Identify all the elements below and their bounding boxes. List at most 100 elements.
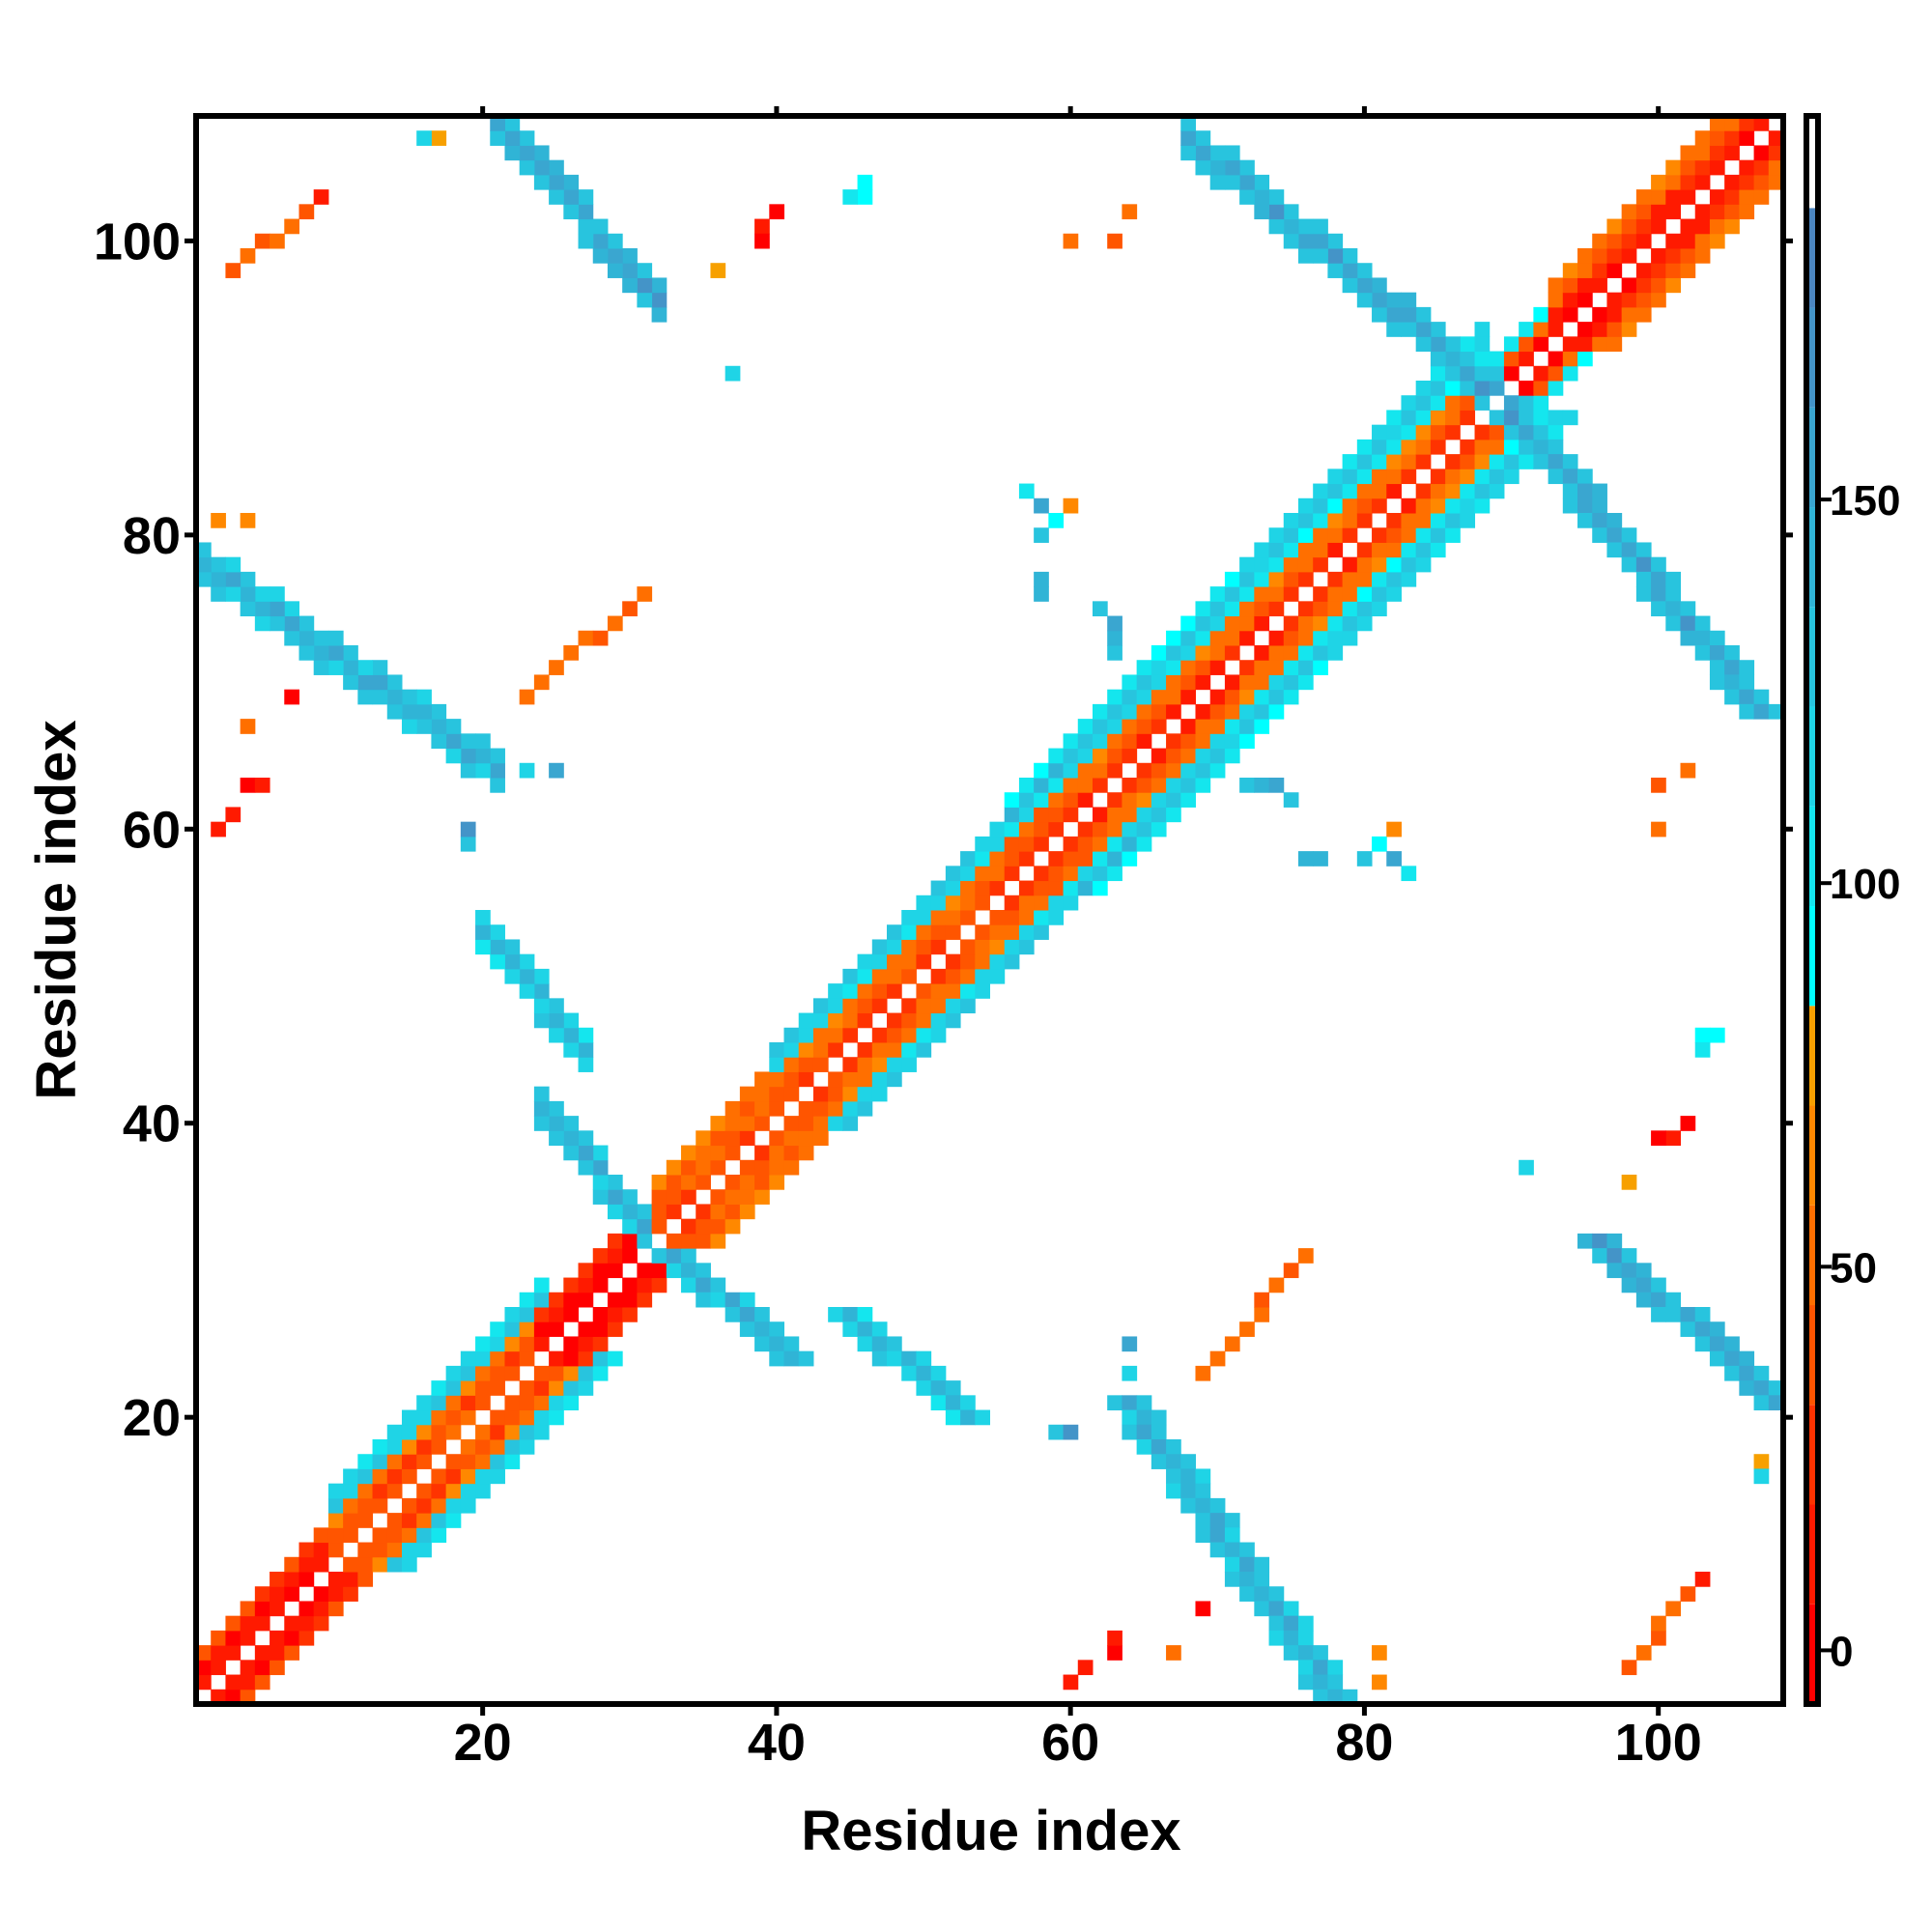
- heatmap-cell: [1195, 615, 1211, 632]
- heatmap-cell: [989, 968, 1006, 984]
- heatmap-cell: [651, 1175, 668, 1190]
- heatmap-cell: [416, 1439, 432, 1455]
- heatmap-cell: [1077, 880, 1094, 896]
- heatmap-cell: [1063, 733, 1079, 750]
- heatmap-cell: [607, 248, 623, 264]
- heatmap-cell: [1592, 513, 1607, 528]
- heatmap-cell: [578, 1159, 594, 1176]
- heatmap-cell: [769, 1057, 785, 1072]
- heatmap-cell: [1107, 630, 1122, 646]
- heatmap-cell: [1166, 660, 1181, 675]
- heatmap-cell: [1651, 1130, 1666, 1147]
- heatmap-cell: [1077, 851, 1094, 867]
- heatmap-cell: [313, 630, 329, 646]
- heatmap-cell: [1268, 556, 1285, 573]
- heatmap-cell: [343, 1527, 358, 1544]
- heatmap-cell: [945, 1380, 961, 1396]
- heatmap-cell: [930, 1365, 947, 1381]
- heatmap-cell: [1122, 807, 1138, 823]
- colorbar-tick-label: 100: [1830, 861, 1900, 908]
- heatmap-cell: [225, 1630, 242, 1646]
- heatmap-cell: [1283, 1630, 1299, 1646]
- heatmap-cell: [1519, 439, 1534, 455]
- heatmap-cell: [1342, 483, 1358, 499]
- heatmap-cell: [1018, 880, 1035, 896]
- heatmap-cell: [1356, 601, 1373, 617]
- heatmap-cell: [1621, 1263, 1637, 1279]
- heatmap-cell: [504, 1321, 521, 1337]
- heatmap-cell: [298, 1630, 315, 1646]
- heatmap-cell: [1694, 1321, 1711, 1337]
- heatmap-cell: [1254, 615, 1270, 632]
- heatmap-cell: [1107, 748, 1122, 764]
- heatmap-cell: [386, 1468, 403, 1485]
- heatmap-cell: [1077, 748, 1094, 764]
- heatmap-cell: [1224, 674, 1240, 691]
- heatmap-cell: [842, 1116, 859, 1131]
- heatmap-cell: [196, 542, 212, 558]
- heatmap-cell: [1107, 689, 1122, 705]
- heatmap-cell: [1297, 1660, 1314, 1676]
- heatmap-cell: [696, 1218, 711, 1235]
- heatmap-cell: [1519, 351, 1534, 367]
- heatmap-cell: [1063, 836, 1079, 852]
- heatmap-cell: [769, 1042, 785, 1058]
- heatmap-cell: [533, 174, 550, 190]
- heatmap-cell: [1724, 130, 1740, 146]
- heatmap-cell: [1372, 483, 1387, 499]
- heatmap-cell: [254, 233, 270, 249]
- heatmap-cell: [812, 1012, 829, 1029]
- heatmap-cell: [225, 1645, 242, 1661]
- heatmap-cell: [1209, 1350, 1226, 1367]
- heatmap-cell: [1313, 527, 1328, 543]
- heatmap-cell: [1239, 660, 1255, 675]
- heatmap-cell: [651, 1277, 668, 1293]
- heatmap-cell: [1313, 483, 1328, 499]
- heatmap-cell: [637, 263, 653, 278]
- heatmap-cell: [1635, 277, 1652, 294]
- heatmap-cell: [1709, 1321, 1725, 1337]
- heatmap-cell: [578, 1292, 594, 1308]
- heatmap-cell: [578, 1263, 594, 1279]
- heatmap-cell: [724, 1218, 741, 1235]
- heatmap-cell: [1092, 880, 1108, 896]
- heatmap-cell: [857, 1042, 873, 1058]
- heatmap-cell: [1297, 1248, 1314, 1264]
- heatmap-cell: [975, 836, 990, 852]
- heatmap-cell: [1372, 277, 1387, 294]
- heatmap-cell: [1034, 910, 1049, 925]
- heatmap-cell: [1401, 322, 1417, 337]
- heatmap-cell: [401, 719, 417, 734]
- heatmap-cell: [1651, 821, 1666, 838]
- heatmap-cell: [812, 1057, 829, 1072]
- heatmap-cell: [1356, 292, 1373, 308]
- heatmap-cell: [1313, 586, 1328, 602]
- heatmap-cell: [284, 1556, 299, 1573]
- heatmap-cell: [1372, 454, 1387, 469]
- heatmap-cell: [1254, 719, 1270, 734]
- heatmap-cell: [1460, 351, 1476, 367]
- heatmap-cell: [1063, 807, 1079, 823]
- heatmap-cell: [1254, 1556, 1270, 1573]
- heatmap-cell: [710, 1277, 726, 1293]
- heatmap-cell: [1503, 351, 1520, 367]
- heatmap-cell: [842, 1057, 859, 1072]
- heatmap-cell: [1224, 748, 1240, 764]
- heatmap-cell: [1034, 792, 1049, 808]
- heatmap-cell: [1283, 233, 1299, 249]
- heatmap-cell: [1151, 1409, 1167, 1426]
- heatmap-cell: [842, 1307, 859, 1322]
- heatmap-cell: [1107, 733, 1122, 750]
- heatmap-cell: [828, 1042, 843, 1058]
- heatmap-cell: [1239, 674, 1255, 691]
- heatmap-cell: [783, 1159, 800, 1176]
- heatmap-cell: [901, 1365, 917, 1381]
- heatmap-cell: [313, 1586, 329, 1602]
- heatmap-cell: [1372, 497, 1387, 514]
- heatmap-cell: [1606, 322, 1623, 337]
- heatmap-cell: [254, 778, 270, 793]
- heatmap-cell: [1548, 351, 1564, 367]
- heatmap-cell: [431, 1409, 447, 1426]
- heatmap-cell: [930, 998, 947, 1014]
- heatmap-cell: [1063, 851, 1079, 867]
